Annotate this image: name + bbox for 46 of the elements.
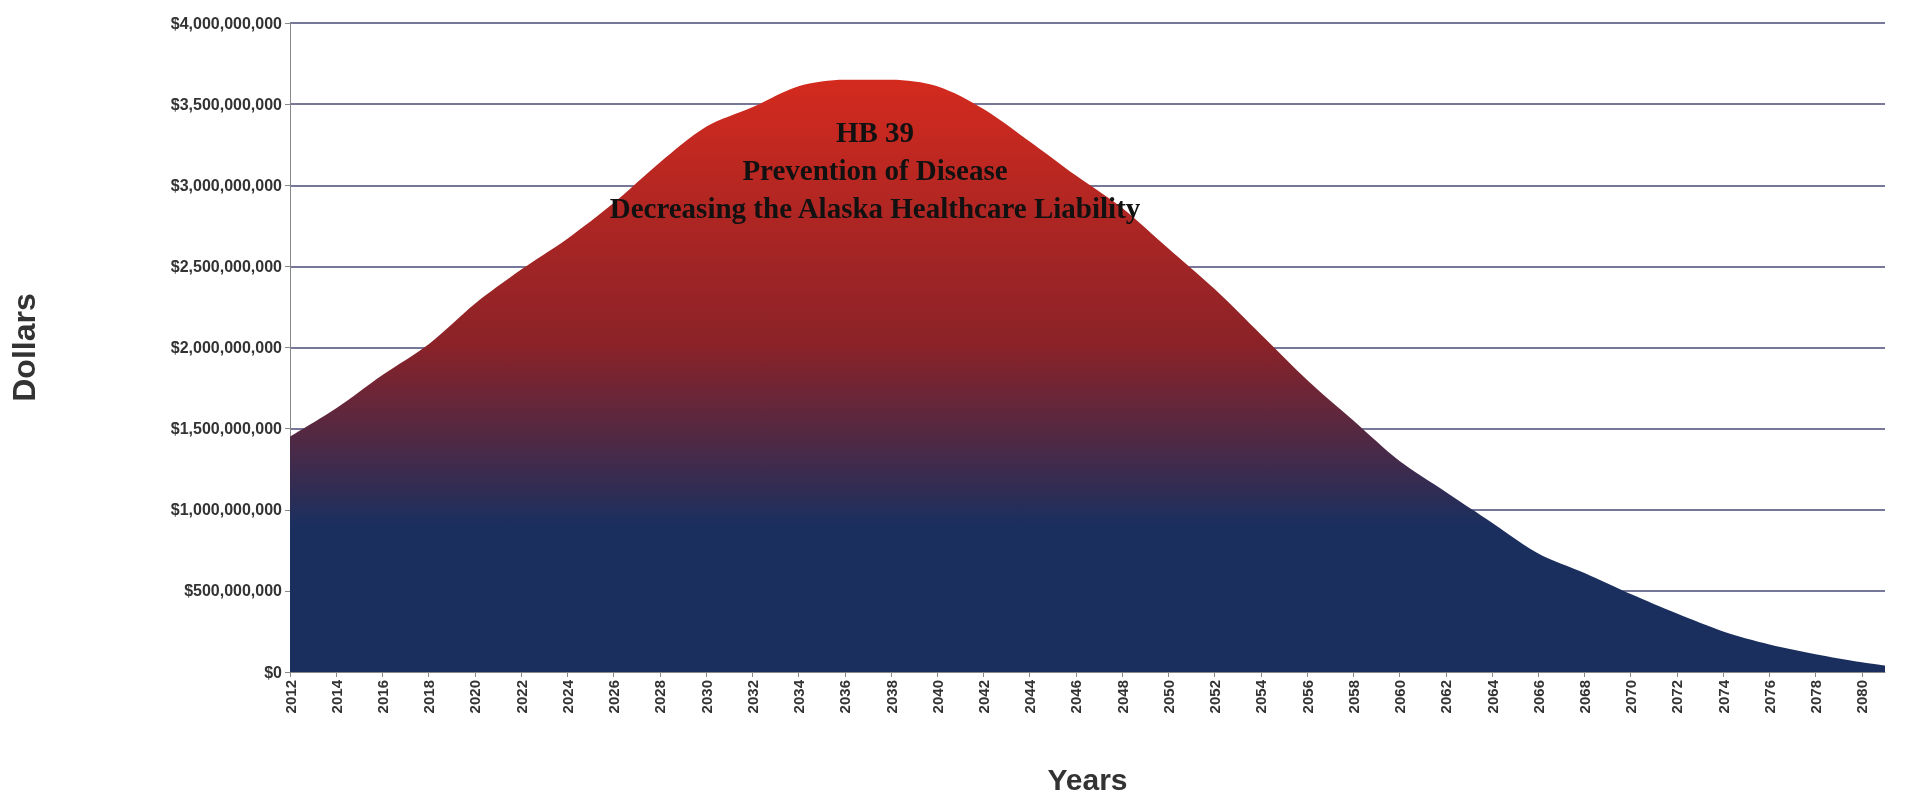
x-tick-label: 2052 [1206,680,1224,714]
y-tick-label: $3,500,000,000 [170,95,283,113]
y-tick-label: $2,000,000,000 [170,339,283,356]
x-tick-label: 2022 [512,680,530,714]
x-axis-title: Years [1047,762,1128,796]
y-tick-label: $1,500,000,000 [170,420,283,438]
x-tick-label: 2078 [1807,680,1825,714]
x-tick-label: 2074 [1714,679,1732,714]
x-tick-label: 2018 [420,680,438,714]
x-tick-label: 2028 [651,680,669,714]
y-tick-label: $500,000,000 [184,582,283,600]
x-tick-label: 2054 [1252,679,1270,714]
x-tick-label: 2038 [882,680,900,714]
x-tick-label: 2026 [605,680,623,714]
y-axis-title: Dollars [6,293,42,402]
x-tick-label: 2048 [1113,680,1131,714]
x-tick-label: 2012 [281,680,299,714]
x-tick-label: 2016 [373,680,391,714]
x-tick-label: 2014 [327,679,345,714]
x-tick-label: 2080 [1853,680,1871,714]
y-tick-label: $2,500,000,000 [170,257,283,275]
x-tick-label: 2034 [790,679,808,714]
x-tick-label: 2064 [1483,679,1501,714]
x-tick-label: 2042 [974,680,992,714]
y-tick-label: $0 [264,663,283,681]
y-tick-label: $3,000,000,000 [170,176,283,194]
y-tick-label: $1,000,000,000 [170,501,283,519]
x-tick-label: 2050 [1159,680,1177,714]
x-tick-label: 2066 [1529,680,1547,714]
x-tick-label: 2058 [1344,680,1362,714]
x-tick-label: 2056 [1298,680,1316,714]
x-tick-label: 2068 [1575,680,1593,714]
x-tick-label: 2040 [928,680,946,714]
x-tick-label: 2030 [697,680,715,714]
x-tick-label: 2070 [1622,680,1640,714]
x-tick-label: 2076 [1760,680,1778,714]
y-tick-label: $4,000,000,000 [170,14,283,32]
x-tick-label: 2036 [836,680,854,714]
x-tick-label: 2024 [558,679,576,714]
x-tick-label: 2062 [1437,680,1455,714]
x-tick-label: 2060 [1391,680,1409,714]
x-tick-label: 2046 [1067,680,1085,714]
x-tick-label: 2032 [743,680,761,714]
x-tick-label: 2020 [466,680,484,714]
x-tick-label: 2044 [1021,679,1039,714]
x-tick-label: 2072 [1668,680,1686,714]
